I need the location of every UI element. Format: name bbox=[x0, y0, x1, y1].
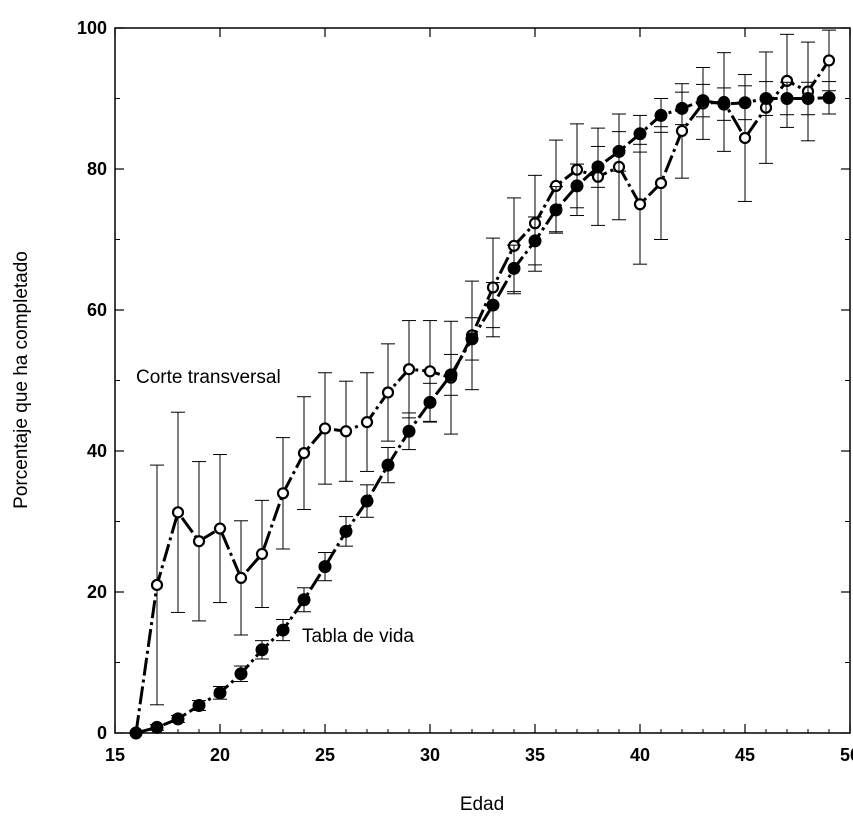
y-tick-label: 40 bbox=[87, 441, 107, 461]
data-point bbox=[423, 395, 437, 409]
data-point bbox=[402, 424, 416, 438]
data-point bbox=[192, 535, 206, 548]
y-tick-label: 0 bbox=[97, 723, 107, 743]
data-point bbox=[738, 96, 752, 110]
data-point bbox=[675, 124, 689, 138]
x-axis-title: Edad bbox=[460, 794, 504, 815]
data-point bbox=[675, 101, 689, 115]
data-point bbox=[150, 720, 164, 734]
data-point bbox=[255, 643, 269, 657]
data-point bbox=[276, 623, 290, 637]
data-point bbox=[129, 726, 143, 740]
annotation-cross-sectional: Corte transversal bbox=[136, 367, 281, 388]
data-point bbox=[696, 94, 710, 108]
data-point bbox=[318, 422, 332, 435]
annotation-life-table: Tabla de vida bbox=[302, 626, 414, 647]
data-point bbox=[570, 179, 584, 193]
x-tick-label: 30 bbox=[420, 745, 440, 765]
x-tick-label: 35 bbox=[525, 745, 545, 765]
data-point bbox=[591, 160, 605, 174]
data-point bbox=[318, 560, 332, 574]
data-point bbox=[633, 127, 647, 141]
y-tick-label: 80 bbox=[87, 159, 107, 179]
data-point bbox=[297, 447, 311, 460]
data-point bbox=[528, 234, 542, 248]
data-point bbox=[192, 699, 206, 713]
data-point bbox=[822, 91, 836, 105]
data-point bbox=[507, 261, 521, 275]
y-tick-label: 20 bbox=[87, 582, 107, 602]
data-point bbox=[612, 144, 626, 158]
data-point bbox=[444, 368, 458, 382]
data-point bbox=[213, 522, 227, 535]
data-point bbox=[360, 494, 374, 508]
data-point bbox=[213, 686, 227, 700]
x-tick-label: 45 bbox=[735, 745, 755, 765]
data-point bbox=[255, 547, 269, 561]
data-point bbox=[423, 365, 437, 378]
series-life_table bbox=[129, 81, 836, 740]
data-point bbox=[822, 54, 836, 67]
data-point bbox=[633, 198, 647, 211]
data-point bbox=[150, 578, 164, 592]
x-tick-label: 20 bbox=[210, 745, 230, 765]
x-tick-label: 50 bbox=[840, 745, 853, 765]
data-point bbox=[171, 712, 185, 726]
x-tick-label: 15 bbox=[105, 745, 125, 765]
y-tick-label: 60 bbox=[87, 300, 107, 320]
x-tick-label: 40 bbox=[630, 745, 650, 765]
data-point bbox=[465, 332, 479, 346]
data-point bbox=[381, 458, 395, 472]
data-point bbox=[297, 593, 311, 607]
data-point bbox=[801, 92, 815, 105]
data-point bbox=[486, 298, 500, 312]
y-axis: 0 20 40 60 80 100 bbox=[77, 18, 850, 743]
data-point bbox=[402, 363, 416, 376]
data-point bbox=[234, 667, 248, 681]
data-point bbox=[717, 97, 731, 111]
y-tick-label: 100 bbox=[77, 18, 107, 38]
series-layer bbox=[129, 29, 836, 740]
data-point bbox=[171, 506, 185, 519]
x-axis: 15 20 25 30 35 40 45 50 bbox=[105, 28, 853, 765]
data-point bbox=[654, 108, 668, 122]
data-point bbox=[339, 524, 353, 538]
y-axis-title: Porcentaje que ha completado bbox=[11, 251, 32, 509]
data-point bbox=[780, 92, 794, 105]
series-line bbox=[135, 96, 830, 735]
x-tick-label: 25 bbox=[315, 745, 335, 765]
data-point bbox=[381, 386, 395, 399]
data-point bbox=[738, 131, 752, 145]
data-point bbox=[339, 425, 353, 438]
data-point bbox=[759, 92, 773, 105]
data-point bbox=[549, 203, 563, 217]
data-point bbox=[360, 415, 374, 429]
data-point bbox=[234, 571, 248, 585]
data-point bbox=[654, 177, 668, 190]
series-line bbox=[134, 59, 831, 734]
data-point bbox=[276, 487, 290, 500]
